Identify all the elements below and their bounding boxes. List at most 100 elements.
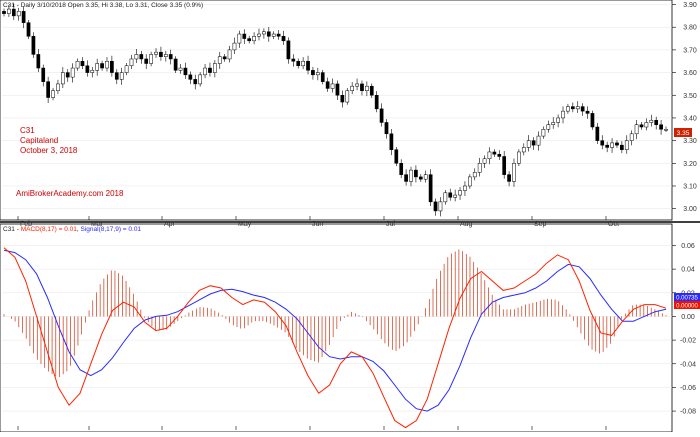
candle-body [139, 54, 144, 60]
candle-body [472, 172, 477, 178]
candle-body [110, 60, 114, 73]
candle-body [551, 122, 556, 125]
candle-body [296, 60, 301, 67]
watermark: AmiBrokerAcademy.com 2018 [16, 189, 124, 198]
candle-body [350, 85, 355, 91]
price-y-tick-label: 3.70 [683, 47, 697, 54]
candle-body [453, 194, 457, 198]
candle-body [80, 60, 85, 67]
macd-value-box [674, 293, 700, 301]
price-y-tick-label: 3.20 [683, 161, 697, 168]
candle-body [291, 58, 296, 62]
macd-value-markers: 0.00735 0.00000 [674, 293, 700, 310]
candle-body [242, 33, 247, 39]
candle-body [600, 140, 605, 146]
candle-body [629, 133, 634, 141]
price-x-tick-label: Sep [534, 221, 547, 228]
candle-body [90, 70, 95, 73]
candle-body [492, 151, 497, 155]
candle-body [615, 142, 619, 146]
price-header: C31 - Daily 3/10/2018 Open 3.35, Hi 3.38… [3, 2, 203, 9]
histogram-value-box [674, 301, 700, 309]
price-y-tick-label: 3.40 [683, 115, 697, 122]
candle-body [546, 124, 551, 130]
candle-body [60, 72, 65, 85]
price-x-tick-label: Jun [312, 221, 323, 228]
macd-y-tick-label: -0.02 [680, 338, 696, 345]
candle-body [149, 54, 153, 64]
candle-body [566, 106, 570, 112]
candle-body [134, 54, 139, 60]
candle-body [85, 65, 90, 73]
candle-body [345, 90, 350, 103]
candle-body [340, 95, 345, 103]
price-x-tick-label: Aug [460, 221, 473, 228]
candle-body [379, 108, 384, 123]
last-price-box [674, 128, 692, 137]
macd-y-axis: 0.060.040.020.00-0.02-0.04-0.06-0.08 [17, 243, 696, 430]
candle-body [281, 36, 286, 42]
candle-body [51, 90, 55, 98]
candle-body [159, 51, 163, 57]
candle-body [237, 33, 242, 44]
candle-body [394, 149, 399, 164]
candle-body [605, 144, 610, 148]
macd-lines [3, 247, 667, 429]
macd-y-tick-label: 0.06 [681, 243, 695, 250]
candle-body [198, 74, 202, 85]
price-x-axis: Feb Mar Apr May Jun Jul Aug Sep Oct [17, 216, 619, 228]
candle-body [247, 38, 252, 42]
candle-body [46, 81, 50, 98]
candle-body [41, 67, 46, 82]
last-price-marker: 3.35 [674, 128, 692, 137]
annotation-block: C31 Capitaland October 3, 2018 AmiBroker… [16, 126, 124, 198]
candle-body [311, 70, 315, 76]
candle-body [497, 153, 502, 157]
candle-body [561, 110, 565, 119]
candle-body [217, 56, 222, 64]
candle-body [389, 133, 394, 150]
annotation-company: Capitaland [20, 136, 58, 145]
candle-body [502, 156, 507, 175]
price-x-tick-label: Oct [608, 221, 619, 228]
candle-body [315, 72, 320, 76]
candle-body [163, 54, 168, 57]
candle-body [252, 36, 256, 42]
candle-body [507, 174, 511, 182]
candle-body [144, 58, 149, 64]
candle-body [659, 124, 663, 130]
candle-body [335, 83, 340, 96]
macd-y-tick-label: -0.06 [680, 385, 696, 392]
macd-value-label: 0.00735 [676, 296, 698, 302]
price-x-tick-label: Jul [386, 221, 395, 228]
candle-body [664, 129, 668, 131]
candle-body [575, 106, 580, 110]
candle-body [634, 124, 639, 135]
annotation-date: October 3, 2018 [20, 146, 78, 155]
candle-body [188, 74, 193, 80]
candle-body [178, 67, 183, 71]
candle-body [320, 72, 325, 82]
last-price-label: 3.35 [677, 130, 690, 137]
price-y-axis: 3.90 3.80 3.70 3.60 3.50 3.40 3.30 3.20 3.10 3.00 [672, 2, 697, 213]
macd-y-tick-label: -0.08 [680, 409, 696, 416]
candle-body [595, 126, 600, 141]
candle-body [649, 119, 654, 123]
candle-body [399, 163, 404, 175]
candle-body [512, 163, 516, 182]
candle-body [65, 72, 70, 78]
price-x-tick-label: Feb [20, 221, 32, 228]
candle-body [477, 163, 482, 173]
candle-body [414, 169, 418, 178]
candle-body [203, 67, 207, 76]
histogram-value-label: 0.00000 [676, 304, 698, 310]
candle-body [536, 135, 541, 146]
candle-body [644, 122, 649, 128]
candle-body [590, 113, 595, 128]
price-x-tick-label: Apr [164, 221, 176, 228]
candle-body [16, 11, 21, 17]
candle-body [556, 117, 560, 123]
candle-body [531, 140, 536, 146]
candle-body [306, 60, 310, 71]
